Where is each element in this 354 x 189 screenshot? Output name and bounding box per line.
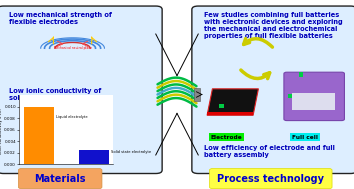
Text: Low ionic conductivity of
solid state electrolytes: Low ionic conductivity of solid state el… [9, 88, 101, 101]
FancyBboxPatch shape [194, 88, 200, 101]
FancyBboxPatch shape [18, 169, 102, 189]
FancyBboxPatch shape [0, 6, 162, 174]
Text: Process technology: Process technology [217, 174, 324, 184]
FancyBboxPatch shape [192, 6, 354, 174]
Polygon shape [207, 112, 253, 115]
FancyBboxPatch shape [284, 72, 344, 121]
Text: Full cell: Full cell [292, 135, 318, 139]
Text: Few studies combining full batteries
with electronic devices and exploring
the m: Few studies combining full batteries wit… [204, 12, 342, 39]
Text: Liquid electrolyte: Liquid electrolyte [57, 115, 88, 119]
FancyBboxPatch shape [210, 169, 332, 189]
Text: Electrode: Electrode [211, 135, 242, 139]
Text: Materials: Materials [34, 174, 86, 184]
Y-axis label: Ionic conductivity S cm⁻¹: Ionic conductivity S cm⁻¹ [0, 105, 3, 154]
Text: Solid state electrolyte: Solid state electrolyte [112, 150, 152, 154]
FancyBboxPatch shape [292, 93, 335, 110]
Text: Mechanical neutral plane: Mechanical neutral plane [53, 46, 92, 50]
Bar [24, 107, 54, 164]
FancyBboxPatch shape [299, 72, 303, 77]
Text: Low mechanical strength of
flexible electrodes: Low mechanical strength of flexible elec… [9, 12, 112, 25]
Text: Low efficiency of electrode and full
battery assembly: Low efficiency of electrode and full bat… [204, 145, 335, 158]
Polygon shape [207, 89, 258, 115]
FancyBboxPatch shape [219, 104, 224, 108]
FancyBboxPatch shape [288, 94, 292, 98]
Bar [79, 150, 109, 164]
